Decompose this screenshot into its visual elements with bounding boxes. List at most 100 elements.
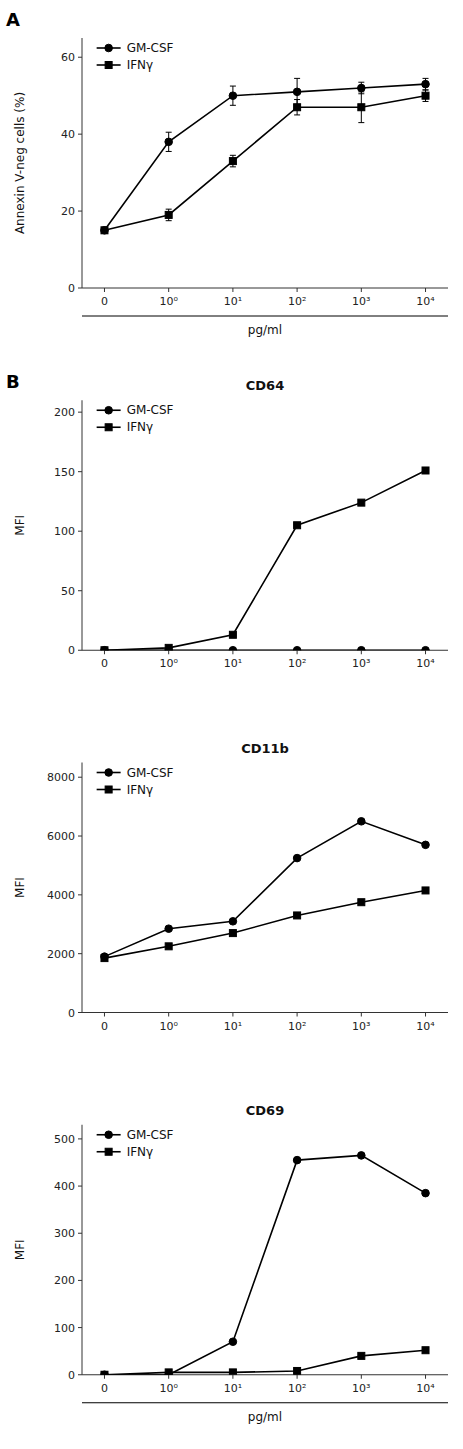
legend-marker [105,786,112,793]
y-tick-label: 500 [54,1133,75,1146]
error-cap [230,166,236,167]
legend-label: GM-CSF [127,1128,174,1142]
x-tick-label: 0 [101,657,108,670]
y-tick-label: 50 [61,585,75,598]
point [358,84,366,92]
x-tick-label: 10¹ [224,295,242,308]
y-tick [78,953,82,954]
point [165,925,173,933]
y-tick-label: 200 [54,1274,75,1287]
x-tick-label: 10⁴ [416,657,435,670]
series-line [104,890,425,958]
x-tick [425,650,426,654]
y-axis [82,400,83,650]
panel: 0204060010⁰10¹10²10³10⁴Annexin V-neg cel… [6,9,448,337]
y-tick [78,211,82,212]
series-line [104,821,425,956]
x-tick-label: 10² [288,657,306,670]
point [101,227,109,235]
legend-marker [105,62,112,69]
x-tick-label: 10¹ [224,1020,242,1033]
y-tick [78,1186,82,1187]
point [293,854,301,862]
x-tick-label: 10⁰ [159,1020,178,1033]
point [293,1156,301,1164]
point [358,499,365,506]
panel: 02000400060008000010⁰10¹10²10³10⁴MFICD11… [13,741,448,1033]
y-tick [78,57,82,58]
point [101,1371,109,1375]
y-axis [82,1125,83,1375]
point [358,104,365,111]
y-tick [78,1280,82,1281]
plot-area [101,818,430,962]
y-tick [78,1138,82,1139]
x-tick [361,1375,362,1379]
x-axis [82,288,448,289]
point [101,955,108,962]
panel-label: A [6,9,20,30]
y-tick [78,531,82,532]
point [229,1338,237,1346]
point [293,88,301,96]
point [358,646,366,650]
error-bar [166,132,172,151]
x-tick [104,288,105,292]
legend-label: IFNγ [127,783,154,797]
y-tick-label: 0 [68,1369,75,1382]
y-tick-label: 0 [68,1007,75,1020]
y-tick-label: 60 [61,51,75,64]
point [229,158,236,165]
x-tick [168,288,169,292]
y-tick [78,1327,82,1328]
legend: GM-CSF IFNγ [97,403,174,434]
legend-marker [105,406,113,414]
y-tick-label: 20 [61,205,75,218]
error-bar [166,209,172,221]
error-bar [294,100,300,115]
point [165,138,173,146]
x-tick-label: 10³ [352,1020,370,1033]
x-tick [232,288,233,292]
x-tick-label: 10² [288,295,306,308]
x-axis-label: pg/ml [248,1410,282,1424]
y-tick-label: 100 [54,1322,75,1335]
panel: 050100150200010⁰10¹10²10³10⁴MFICD64BGM-C… [6,371,448,670]
x-tick [361,1013,362,1017]
x-tick-label: 10¹ [224,657,242,670]
point [293,646,301,650]
point [229,631,236,638]
x-tick [297,650,298,654]
y-tick-label: 300 [54,1227,75,1240]
point [229,92,237,100]
point [294,1367,301,1374]
legend-label: IFNγ [127,58,154,72]
point [165,644,172,650]
legend-label: GM-CSF [127,766,174,780]
point [422,1347,429,1354]
plot-area [101,1152,430,1375]
x-tick [168,650,169,654]
legend-label: IFNγ [127,420,154,434]
error-cap [423,78,429,79]
x-tick [425,1375,426,1379]
x-tick-label: 10⁰ [159,295,178,308]
y-tick [78,412,82,413]
y-tick [78,590,82,591]
x-tick-label: 0 [101,295,108,308]
title: CD11b [241,741,289,756]
y-tick-label: 6000 [47,830,75,843]
x-tick-label: 10¹ [224,1382,242,1395]
error-cap [358,82,364,83]
error-cap [166,209,172,210]
x-tick [104,1375,105,1379]
error-cap [294,78,300,79]
legend: GM-CSFIFNγ [97,41,174,72]
y-axis-label: Annexin V-neg cells (%) [13,92,27,234]
y-tick-label: 100 [54,525,75,538]
legend-label: GM-CSF [127,403,174,417]
point [294,522,301,529]
y-tick-label: 400 [54,1180,75,1193]
error-bar [230,86,236,105]
error-bar [358,82,364,94]
